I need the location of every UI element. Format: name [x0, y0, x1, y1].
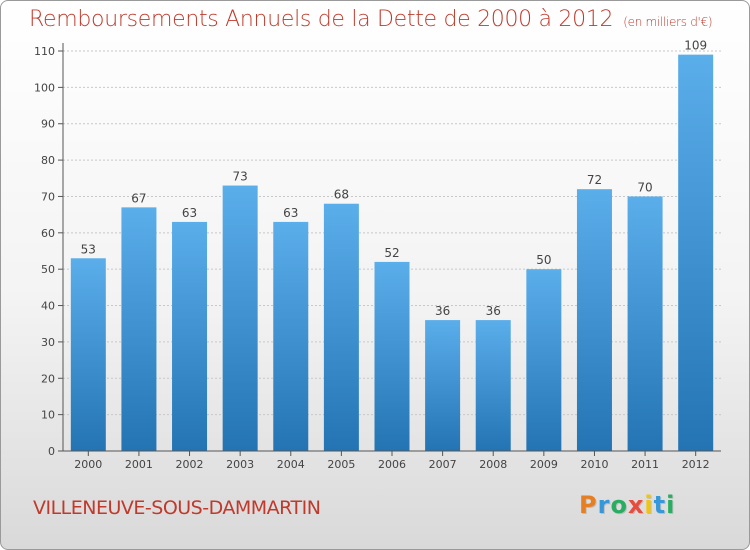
bars: 53 67 63 73 63 68 52 36 36 50 72 70 109: [70, 39, 714, 452]
logo-letter: P: [579, 491, 598, 519]
bar-2008: [475, 320, 511, 451]
logo-letter: o: [610, 491, 628, 519]
y-tick-label: 100: [34, 81, 55, 94]
x-tick-label: 2005: [327, 458, 355, 471]
x-tick-label: 2011: [631, 458, 659, 471]
proxiti-logo[interactable]: Proxiti: [579, 491, 675, 519]
x-tick-label: 2004: [277, 458, 305, 471]
chart-title: Remboursements Annuels de la Dette de 20…: [29, 7, 713, 32]
data-label: 36: [435, 304, 450, 318]
bar-2001: [121, 207, 157, 451]
bar-2003: [222, 185, 258, 451]
bar-2011: [627, 196, 663, 451]
city-name: VILLENEUVE-SOUS-DAMMARTIN: [33, 497, 321, 519]
x-tick-label: 2012: [682, 458, 710, 471]
bar-2007: [425, 320, 461, 451]
x-tick-label: 2010: [580, 458, 608, 471]
data-label: 68: [334, 188, 349, 202]
bar-2004: [273, 221, 309, 451]
y-tick-label: 110: [34, 45, 55, 58]
x-tick-label: 2007: [429, 458, 457, 471]
x-tick-label: 2009: [530, 458, 558, 471]
x-tick-label: 2008: [479, 458, 507, 471]
logo-letter: t: [653, 491, 667, 519]
x-tick-label: 2002: [176, 458, 204, 471]
bar-2012: [678, 54, 714, 452]
y-tick-label: 10: [41, 409, 55, 422]
y-tick-label: 50: [41, 263, 55, 276]
data-label: 53: [81, 242, 96, 256]
x-tick-label: 2006: [378, 458, 406, 471]
bar-2006: [374, 261, 410, 451]
bar-2005: [323, 203, 359, 451]
y-tick-label: 80: [41, 154, 55, 167]
data-label: 50: [536, 253, 551, 267]
data-label: 36: [486, 304, 501, 318]
logo-letter: i: [666, 491, 676, 519]
data-label: 109: [684, 39, 707, 53]
bar-2010: [576, 189, 612, 451]
data-label: 63: [182, 206, 197, 220]
logo-letter: r: [597, 491, 611, 519]
data-label: 63: [283, 206, 298, 220]
logo-letter: i: [644, 491, 654, 519]
x-tick-label: 2003: [226, 458, 254, 471]
x-tick-label: 2001: [125, 458, 153, 471]
data-label: 70: [637, 180, 652, 194]
axes: 0 10 20 30 40 50 60 70 80 90 100 110 2000 2001 2002 200…: [34, 43, 721, 471]
bar-2009: [526, 269, 562, 451]
data-label: 73: [233, 170, 248, 184]
logo-letter: x: [627, 491, 645, 519]
data-label: 72: [587, 173, 602, 187]
y-tick-label: 60: [41, 227, 55, 240]
bar-2002: [172, 221, 208, 451]
y-tick-label: 90: [41, 118, 55, 131]
chart-subtitle: (en milliers d'€): [623, 15, 713, 29]
data-label: 67: [131, 191, 146, 205]
y-tick-label: 20: [41, 372, 55, 385]
y-tick-label: 30: [41, 336, 55, 349]
y-tick-label: 0: [48, 445, 55, 458]
chart-title-text: Remboursements Annuels de la Dette de 20…: [29, 7, 614, 32]
bar-2000: [70, 258, 106, 451]
y-tick-label: 70: [41, 190, 55, 203]
y-tick-label: 40: [41, 300, 55, 313]
x-tick-label: 2000: [74, 458, 102, 471]
data-label: 52: [384, 246, 399, 260]
